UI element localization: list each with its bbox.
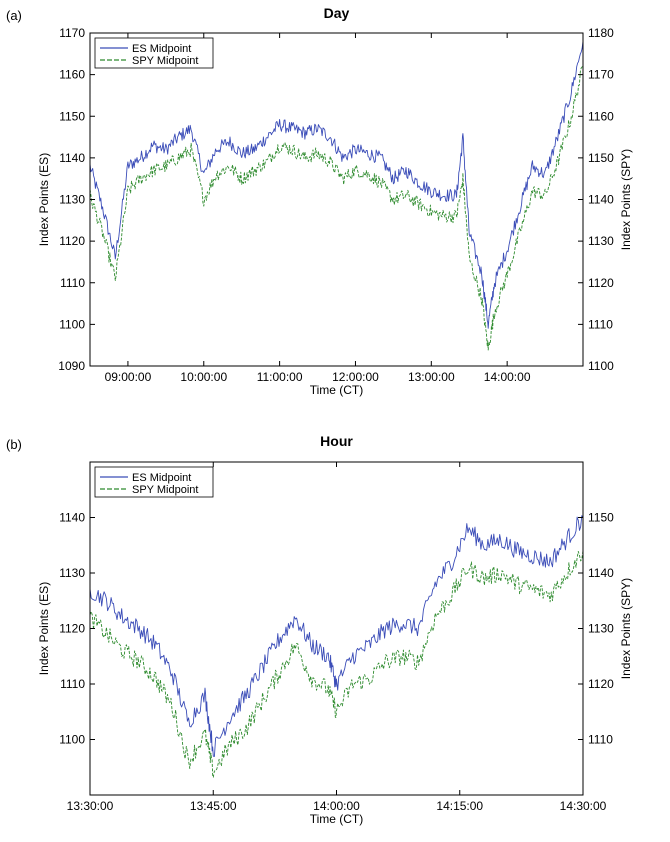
x-tick-label: 14:30:00	[560, 799, 607, 813]
x-tick-label: 12:00:00	[332, 370, 379, 384]
y-right-tick-label: 1130	[588, 622, 614, 636]
y-right-tick-label: 1140	[588, 566, 614, 580]
legend-box	[94, 37, 214, 69]
series-line-spy	[89, 550, 584, 778]
chart-day: (a) Day 1090 1100 1110 1120 1130 1140 1150 1160 11…	[6, 5, 633, 397]
chart-hour: (b) Hour 1100 1110 1120 1130 1140 1110 1120 1130 1…	[6, 433, 633, 826]
y-tick-label: 1110	[60, 276, 85, 290]
y-right-axis-label: Index Points (SPY)	[619, 578, 633, 679]
y-tick-label: 1150	[59, 109, 85, 123]
y-right-tick-label: 1110	[588, 733, 613, 747]
y-tick-label: 1140	[59, 151, 85, 165]
x-axis-label: Time (CT)	[310, 812, 364, 826]
plot-frame	[89, 32, 584, 367]
x-tick-label: 13:30:00	[67, 799, 114, 813]
y-right-tick-label: 1130	[588, 234, 614, 248]
y-axis-label: Index Points (ES)	[37, 153, 51, 246]
y-right-axis-label: Index Points (SPY)	[619, 149, 633, 250]
y-tick-label: 1160	[59, 68, 85, 82]
y-right-tick-label: 1180	[588, 26, 614, 40]
series-group	[89, 41, 584, 351]
x-tick-label: 14:00:00	[484, 370, 531, 384]
y-tick-label: 1120	[59, 622, 85, 636]
y-right-tick-label: 1170	[588, 68, 614, 82]
y-right-tick-label: 1120	[588, 276, 614, 290]
plot-frame	[89, 461, 584, 796]
y-right-tick-label: 1140	[588, 193, 614, 207]
chart-title: Hour	[320, 433, 353, 449]
y-tick-label: 1120	[59, 234, 85, 248]
series-line-es	[89, 515, 584, 757]
y-right-tick-label: 1100	[588, 359, 614, 373]
series-group	[89, 515, 584, 778]
legend-label: SPY Midpoint	[132, 55, 198, 67]
legend-label: ES Midpoint	[132, 43, 191, 55]
y-tick-label: 1100	[59, 733, 85, 747]
x-tick-label: 11:00:00	[257, 370, 303, 384]
y-right-tick-label: 1160	[588, 109, 614, 123]
x-tick-label: 10:00:00	[180, 370, 227, 384]
y-tick-label: 1090	[58, 359, 85, 373]
y-tick-label: 1140	[59, 511, 85, 525]
x-tick-label: 13:00:00	[408, 370, 455, 384]
panel-label: (a)	[6, 8, 22, 23]
x-tick-label: 09:00:00	[105, 370, 152, 384]
y-tick-label: 1100	[59, 317, 85, 331]
x-axis-label: Time (CT)	[310, 383, 364, 397]
y-right-tick-label: 1110	[588, 317, 613, 331]
legend-label: SPY Midpoint	[132, 484, 198, 496]
y-tick-label: 1130	[59, 193, 85, 207]
y-axis-label: Index Points (ES)	[37, 582, 51, 675]
series-line-spy	[89, 65, 584, 351]
y-right-tick-label: 1150	[588, 511, 614, 525]
y-right-tick-label: 1120	[588, 677, 614, 691]
x-tick-label: 13:45:00	[190, 799, 237, 813]
y-right-tick-label: 1150	[588, 151, 614, 165]
legend-box	[94, 466, 214, 498]
x-tick-label: 14:15:00	[436, 799, 483, 813]
series-line-es	[89, 41, 584, 329]
legend-label: ES Midpoint	[132, 472, 191, 484]
y-tick-label: 1170	[59, 26, 85, 40]
y-tick-label: 1130	[59, 566, 85, 580]
x-tick-label: 14:00:00	[313, 799, 360, 813]
y-tick-label: 1110	[60, 677, 85, 691]
panel-label: (b)	[6, 437, 22, 452]
chart-title: Day	[324, 5, 350, 21]
